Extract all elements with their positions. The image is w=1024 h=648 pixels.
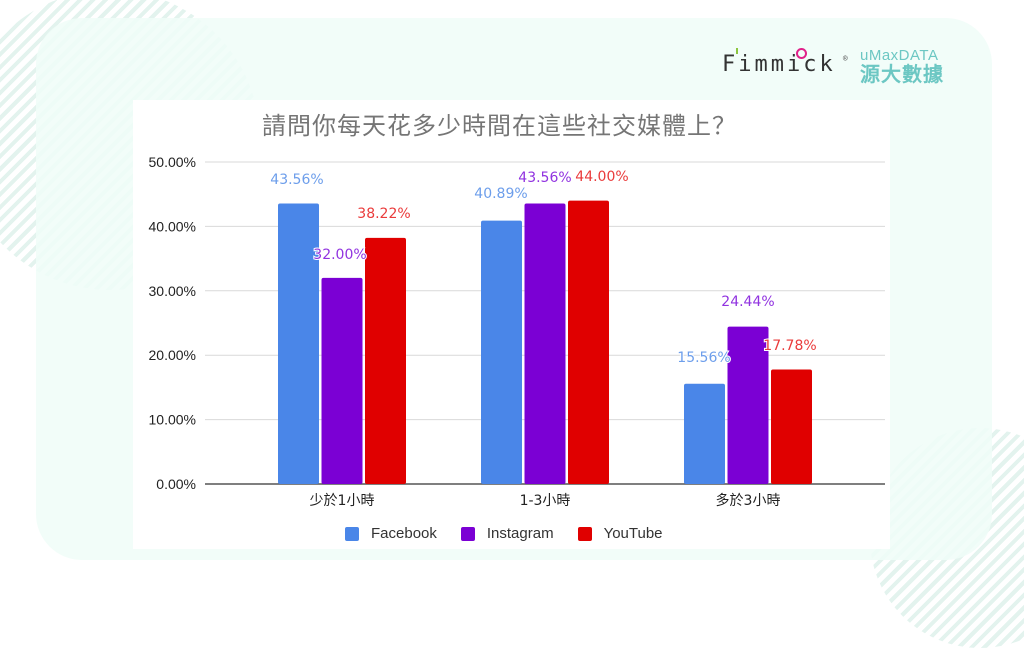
data-label-facebook: 43.56% — [270, 172, 323, 188]
chart-legend: Facebook Instagram YouTube — [345, 525, 687, 542]
bar-instagram — [727, 326, 769, 484]
y-tick-label: 40.00% — [149, 218, 196, 234]
data-label-facebook: 40.89% — [474, 186, 527, 202]
y-tick-label: 30.00% — [149, 283, 196, 299]
bars — [278, 200, 812, 484]
bar-youtube — [771, 369, 812, 484]
data-label-facebook: 15.56% — [677, 350, 730, 366]
bar-facebook — [278, 203, 319, 484]
x-axis-categories: 少於1小時 1-3小時 多於3小時 — [310, 492, 781, 509]
logo-accent-dot — [796, 48, 807, 59]
x-category-label: 少於1小時 — [310, 493, 375, 509]
bar-facebook — [684, 383, 725, 484]
y-axis-ticks: 0.00% 10.00% 20.00% 30.00% 40.00% 50.00% — [149, 154, 196, 492]
legend-item-instagram: Instagram — [460, 525, 554, 542]
bar-youtube — [568, 200, 609, 484]
y-tick-label: 20.00% — [149, 347, 196, 363]
umaxdata-logo-en: uMaxDATA — [860, 47, 939, 64]
bar-instagram — [524, 203, 566, 484]
logo-accent-tick — [736, 48, 738, 54]
legend-label: Facebook — [371, 525, 437, 542]
bar-instagram — [321, 277, 363, 484]
registered-mark: ® — [842, 54, 848, 63]
y-tick-label: 10.00% — [149, 412, 196, 428]
data-label-youtube: 44.00% — [575, 169, 628, 185]
data-label-instagram: 24.44% — [721, 294, 774, 310]
legend-swatch-icon — [577, 526, 592, 541]
data-labels: 43.56%32.00%38.22%40.89%43.56% 44.00%15.5… — [269, 168, 817, 367]
legend-item-youtube: YouTube — [577, 525, 663, 542]
legend-label: YouTube — [603, 525, 663, 542]
data-label-instagram: 32.00% — [313, 247, 366, 263]
bar-chart: 0.00% 10.00% 20.00% 30.00% 40.00% 50.00% 43.5… — [149, 154, 885, 509]
legend-label: Instagram — [486, 525, 554, 542]
bar-youtube — [365, 237, 406, 484]
data-label-instagram: 43.56% — [518, 170, 571, 186]
y-tick-label: 0.00% — [156, 476, 196, 492]
chart-title: 請問你每天花多少時間在這些社交媒體上？ — [262, 112, 737, 140]
umaxdata-logo: uMaxDATA 源大數據 — [860, 47, 944, 87]
legend-item-facebook: Facebook — [345, 525, 437, 542]
y-tick-label: 50.00% — [149, 154, 196, 170]
data-label-youtube: 38.22% — [357, 206, 410, 222]
x-category-label: 多於3小時 — [716, 492, 781, 509]
fimmick-logo-text: Fimmick — [722, 52, 836, 77]
data-label-youtube: 17.78% — [763, 338, 816, 354]
fimmick-logo: Fimmick ® — [722, 48, 848, 77]
x-category-label: 1-3小時 — [520, 493, 571, 509]
legend-swatch-icon — [345, 526, 359, 541]
umaxdata-logo-zh: 源大數據 — [860, 64, 944, 86]
legend-swatch-icon — [460, 526, 475, 541]
bar-facebook — [481, 220, 522, 484]
